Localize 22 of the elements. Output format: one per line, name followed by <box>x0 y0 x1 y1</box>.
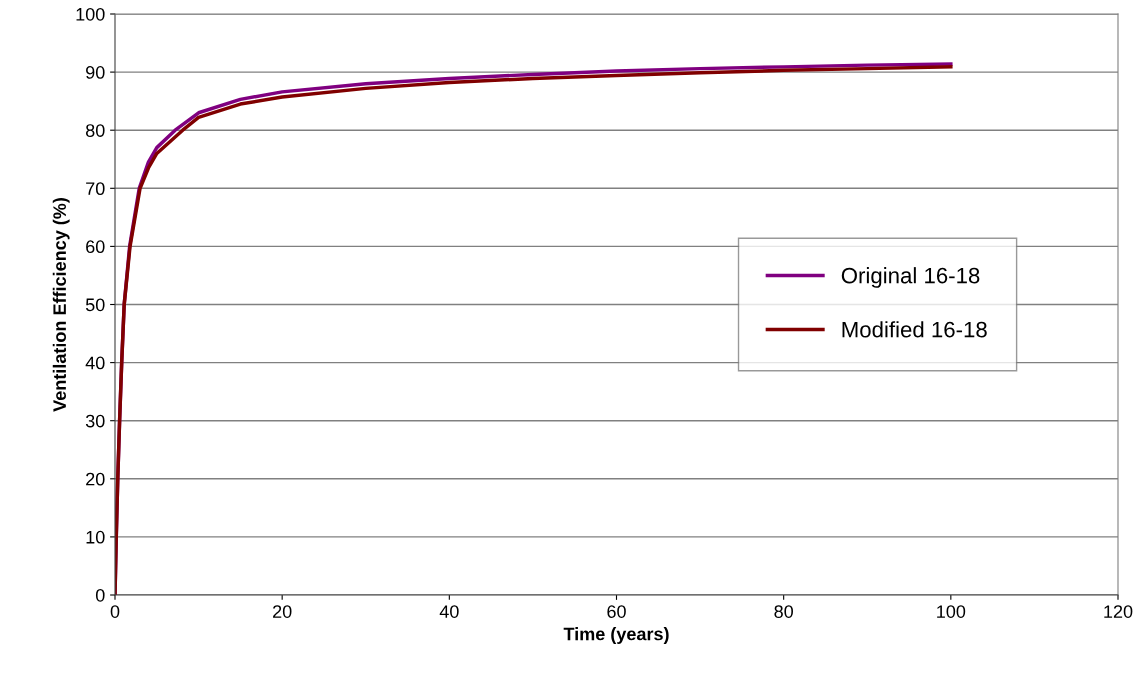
y-tick-label: 90 <box>86 66 105 79</box>
x-tick-label: 40 <box>439 605 459 618</box>
y-tick-label: 10 <box>86 530 105 544</box>
x-tick-label: 20 <box>273 605 292 618</box>
y-tick-label: 0 <box>95 588 105 602</box>
y-tick-label: 30 <box>85 414 105 428</box>
y-tick-label: 70 <box>86 182 105 196</box>
x-tick-label: 100 <box>937 605 966 618</box>
x-tick-label: 0 <box>110 605 120 618</box>
y-tick-label: 50 <box>85 298 105 312</box>
y-axis-title: Ventilation Efficiency (%) <box>52 198 70 412</box>
y-tick-label: 100 <box>76 7 105 21</box>
x-tick-label: 80 <box>774 605 793 618</box>
y-tick-label: 80 <box>85 124 105 137</box>
x-axis-title: Time (years) <box>563 627 669 644</box>
x-tick-label: 60 <box>607 605 626 618</box>
legend-label: Original 16-18 <box>841 267 980 288</box>
x-tick-label: 120 <box>1104 605 1133 618</box>
y-tick-label: 40 <box>85 356 105 370</box>
legend-label: Modified 16-18 <box>842 321 987 338</box>
y-tick-label: 60 <box>86 240 105 254</box>
y-tick-label: 20 <box>86 472 105 486</box>
